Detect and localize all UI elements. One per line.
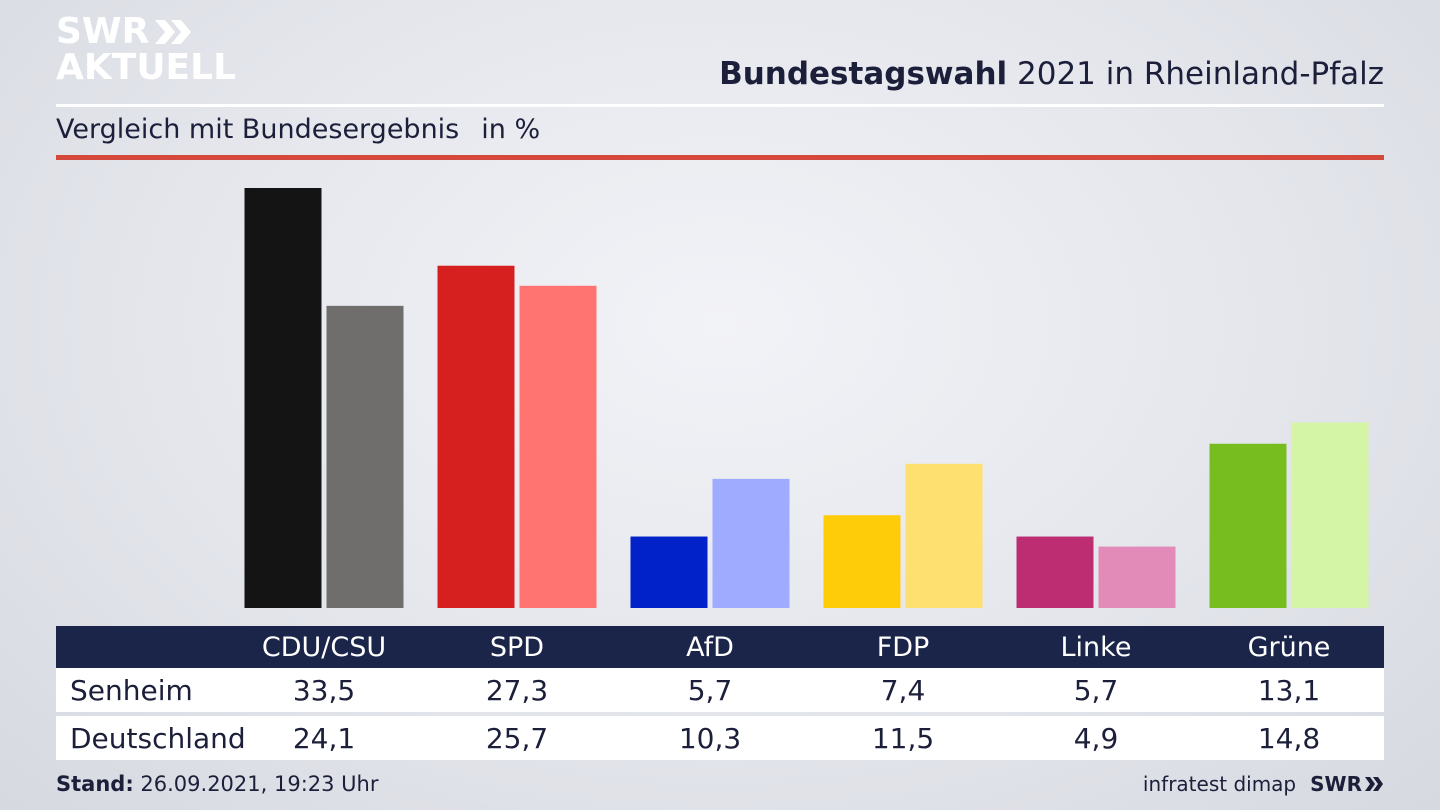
logo-line1: SWR	[56, 11, 150, 52]
source-credit: infratest dimap SWR	[1143, 772, 1384, 796]
bar-cdu-csu-senheim	[244, 188, 322, 608]
table-cell: 11,5	[871, 721, 935, 755]
column-header: SPD	[489, 631, 545, 663]
bar-afd-senheim	[630, 536, 708, 608]
bar-spd-deutschland	[519, 285, 597, 608]
table-body: Senheim 33,5 27,3 5,7 7,4 5,7 13,1 Deutschland 2…	[56, 668, 1384, 760]
bar-linke-deutschland	[1098, 546, 1176, 608]
chevrons-icon	[155, 20, 192, 44]
bar-spd-senheim	[437, 265, 515, 608]
table-cell: 4,9	[1073, 721, 1119, 755]
table-cell: 5,7	[1073, 673, 1119, 707]
chart-subtitle: Vergleich mit Bundesergebnis in %	[56, 114, 540, 145]
page-title: Bundestagswahl 2021 in Rheinland-Pfalz	[719, 56, 1384, 92]
title-rest: 2021 in Rheinland-Pfalz	[1007, 56, 1384, 92]
column-header: Linke	[1060, 631, 1132, 663]
table-cell: 14,8	[1257, 721, 1321, 755]
results-table: CDU/CSU SPD AfD FDP Linke Grüne Senheim 33,5 27…	[56, 626, 1384, 760]
bar-cdu-csu-deutschland	[326, 305, 404, 608]
source-label: infratest dimap	[1142, 772, 1297, 796]
brand-label: SWR	[1310, 772, 1362, 796]
bar-afd-deutschland	[712, 478, 790, 608]
subtitle-divider	[56, 155, 1384, 160]
table-cell: 24,1	[292, 721, 356, 755]
title-bold: Bundestagswahl	[719, 56, 1008, 92]
logo-line2: AKTUELL	[56, 47, 237, 88]
column-header: FDP	[876, 631, 930, 663]
row-label: Senheim	[70, 673, 193, 707]
stand-value: 26.09.2021, 19:23 Uhr	[133, 772, 379, 796]
column-header: AfD	[686, 631, 734, 663]
timestamp: Stand: 26.09.2021, 19:23 Uhr	[56, 772, 379, 796]
bar-gr-ne-senheim	[1209, 443, 1287, 608]
bar-fdp-senheim	[823, 515, 901, 608]
table-cell: 27,3	[485, 673, 549, 707]
swr-aktuell-logo: SWR AKTUELL	[56, 14, 236, 86]
bar-fdp-deutschland	[905, 463, 983, 608]
table-cell: 5,7	[687, 673, 733, 707]
unit-label: in %	[481, 114, 541, 145]
swr-brand: SWR	[1310, 772, 1384, 796]
table-cell: 25,7	[485, 721, 549, 755]
bar-chart	[244, 188, 1369, 608]
table-row: Deutschland 24,1 25,7 10,3 11,5 4,9 14,8	[56, 716, 1384, 760]
chevrons-icon	[1365, 777, 1383, 791]
bar-linke-senheim	[1016, 536, 1094, 608]
table-row: Senheim 33,5 27,3 5,7 7,4 5,7 13,1	[56, 668, 1384, 712]
table-cell: 10,3	[678, 721, 742, 755]
column-header: CDU/CSU	[261, 631, 387, 663]
column-header: Grüne	[1247, 631, 1331, 663]
subtitle-text: Vergleich mit Bundesergebnis	[56, 114, 460, 145]
stand-label: Stand:	[56, 772, 134, 796]
row-label: Deutschland	[70, 721, 246, 755]
table-cell: 33,5	[292, 673, 356, 707]
table-cell: 7,4	[880, 673, 926, 707]
bar-gr-ne-deutschland	[1291, 422, 1369, 608]
title-divider	[56, 104, 1384, 107]
table-cell: 13,1	[1257, 673, 1321, 707]
table-header: CDU/CSU SPD AfD FDP Linke Grüne	[56, 626, 1384, 668]
